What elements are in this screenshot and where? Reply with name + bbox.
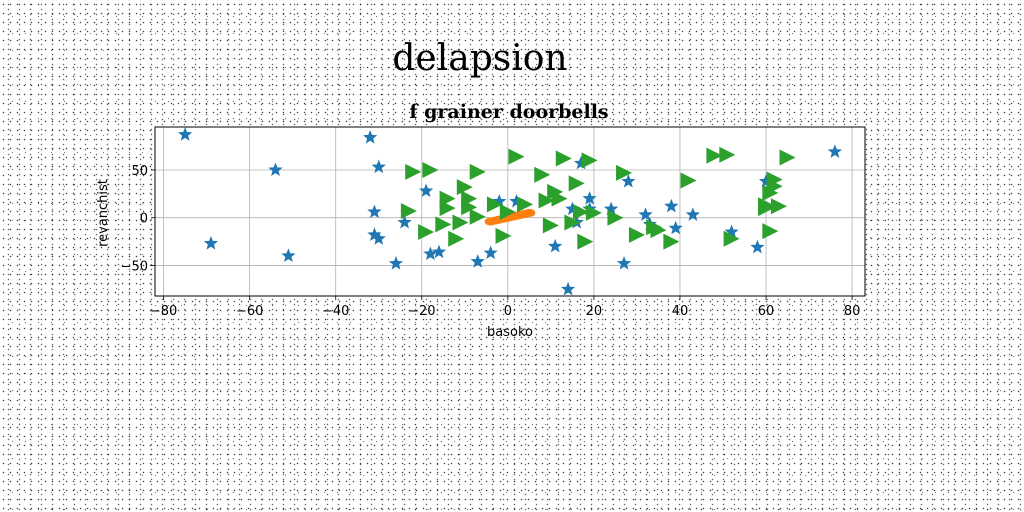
plot-frame (154, 126, 866, 297)
triangle-point (663, 233, 680, 250)
triangle-point (448, 230, 465, 247)
triangle-point (547, 183, 564, 200)
star-point (827, 144, 843, 158)
star-point (281, 248, 296, 262)
triangle-point (770, 198, 787, 215)
triangle-point (508, 148, 525, 165)
x-tick-label: 80 (844, 304, 861, 319)
triangle-point (400, 203, 417, 220)
triangle-point (650, 222, 667, 239)
star-point (203, 235, 219, 250)
star-point (668, 220, 683, 235)
star-point (509, 193, 524, 208)
star-point (367, 204, 382, 219)
star-point (388, 256, 404, 270)
triangle-point (551, 190, 568, 207)
star-point (750, 239, 765, 254)
orange-point (523, 208, 536, 217)
triangle-point (495, 227, 512, 244)
star-point (177, 127, 193, 141)
triangle-point (538, 192, 555, 209)
triangle-point (758, 197, 775, 214)
triangle-point (607, 209, 624, 226)
x-tick-label: −20 (408, 304, 435, 319)
triangle-point (486, 196, 503, 213)
triangle-point (762, 223, 779, 240)
triangle-point (469, 208, 486, 225)
triangle-point (706, 147, 723, 164)
triangle-point (581, 152, 598, 169)
triangle-point (762, 184, 779, 201)
star-point (664, 198, 679, 213)
star-point (724, 224, 739, 239)
y-tick-label: 50 (131, 164, 148, 179)
star-point (363, 130, 378, 144)
triangle-point (435, 216, 452, 233)
chart-title: f grainer doorbells (409, 101, 608, 123)
star-point (492, 193, 507, 208)
triangle-point (517, 196, 534, 213)
triangle-point (555, 150, 572, 167)
triangle-point (439, 190, 456, 207)
triangle-point (577, 233, 594, 250)
triangle-point (779, 149, 796, 166)
star-point (565, 201, 580, 216)
y-axis-label: revanchist (96, 179, 111, 247)
x-axis-label: basoko (487, 325, 533, 340)
star-point (638, 207, 653, 221)
star-point (423, 246, 438, 261)
triangle-point (585, 204, 602, 221)
triangle-point (568, 175, 585, 192)
star-point (418, 183, 434, 198)
axis-ticks: −80 −60 −40 −20 0 20 40 60 80 −50 0 50 (121, 164, 861, 319)
triangle-point (628, 226, 645, 243)
star-point (397, 214, 412, 229)
x-tick-label: −60 (236, 304, 263, 319)
figure-suptitle: delapsion (392, 38, 567, 79)
star-point (371, 159, 386, 174)
triangle-point (719, 146, 736, 163)
triangle-point (564, 214, 581, 231)
star-point (758, 173, 774, 188)
x-tick-label: −40 (322, 304, 349, 319)
triangle-point (534, 166, 551, 183)
star-point (603, 201, 619, 216)
star-point (616, 256, 632, 270)
triangle-point (766, 178, 783, 195)
x-tick-label: 60 (758, 304, 775, 319)
star-point (470, 254, 485, 268)
x-tick-label: 20 (586, 304, 603, 319)
star-point (431, 244, 447, 259)
y-tick-label: 0 (140, 212, 148, 227)
triangle-point (452, 214, 469, 231)
triangle-point (405, 163, 422, 180)
triangle-point (723, 230, 740, 247)
triangle-point (573, 203, 589, 220)
star-point (582, 191, 597, 205)
x-tick-label: −80 (150, 304, 177, 319)
star-point (548, 238, 563, 253)
star-point (371, 231, 386, 245)
triangle-point (456, 179, 473, 196)
triangle-point (418, 224, 435, 241)
star-point (573, 155, 589, 170)
triangle-point (680, 172, 697, 189)
x-tick-label: 0 (504, 304, 512, 319)
y-tick-label: −50 (121, 259, 148, 274)
triangle-point (422, 161, 439, 178)
star-point (685, 207, 701, 221)
triangle-point (616, 164, 633, 181)
star-point (483, 245, 498, 260)
star-point (621, 173, 636, 188)
star-point (560, 281, 576, 296)
star-point (367, 227, 382, 241)
triangle-point (499, 203, 516, 220)
triangle-point (542, 217, 559, 234)
triangle-point (461, 190, 478, 207)
star-point (268, 162, 283, 177)
triangle-point (469, 163, 486, 180)
data-marks (177, 127, 843, 296)
x-tick-label: 40 (672, 304, 689, 319)
